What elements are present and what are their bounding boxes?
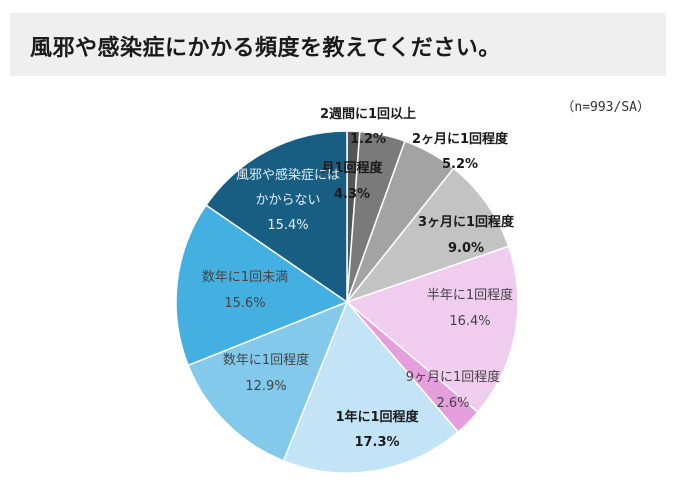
slice-category-label: 1年に1回程度	[335, 409, 419, 425]
slice-category-label: 9ヶ月に1回程度	[406, 369, 501, 385]
slice-category-label: 数年に1回未満	[202, 270, 288, 285]
slice-value-label: 15.4%	[267, 218, 308, 233]
slice-label-8: 数年に1回程度 12.9%	[223, 352, 309, 394]
slice-category-label: 2ヶ月に1回程度	[412, 131, 509, 147]
slice-label-9: 数年に1回未満 15.6%	[202, 270, 288, 311]
slice-category-label: 月1回程度	[320, 160, 383, 176]
pie-slice-9	[175, 204, 349, 367]
slice-label-1: 2週間に1回以上 1.2%	[320, 107, 416, 147]
slice-value-label: 17.3%	[354, 435, 399, 450]
slice-label-5: 半年に1回程度 16.4%	[427, 287, 513, 329]
pie-slice-5	[345, 245, 519, 414]
slice-value-label: 4.3%	[334, 187, 370, 202]
slice-value-label: 2.6%	[436, 396, 469, 411]
slice-category-label: 3ヶ月に1回程度	[418, 214, 515, 230]
slice-value-label: 1.2%	[350, 132, 386, 147]
slice-label-2: 月1回程度 4.3%	[320, 160, 383, 202]
slice-value-label: 12.9%	[245, 379, 286, 394]
slice-value-label: 16.4%	[449, 314, 490, 329]
slice-category-label: 風邪や感染症には	[236, 167, 340, 183]
slice-category-label: 数年に1回程度	[223, 352, 309, 368]
slice-category-label: 2週間に1回以上	[320, 107, 416, 122]
pie-slice-8	[187, 300, 349, 462]
slice-category-label: 半年に1回程度	[427, 287, 513, 303]
slice-value-label: 15.6%	[224, 296, 265, 311]
title-bar: 風邪や感染症にかかる頻度を教えてください。	[10, 13, 666, 76]
pie-slice-10	[205, 130, 348, 304]
chart-title: 風邪や感染症にかかる頻度を教えてください。	[30, 36, 501, 61]
pie-slice-4	[344, 167, 510, 304]
slice-label-7: 1年に1回程度 17.3%	[335, 409, 419, 450]
slice-category-label: かからない	[255, 193, 320, 208]
slice-value-label: 9.0%	[448, 241, 484, 256]
slice-value-label: 5.2%	[442, 157, 478, 172]
slice-label-3: 2ヶ月に1回程度 5.2%	[412, 131, 509, 172]
slice-label-6: 9ヶ月に1回程度 2.6%	[406, 369, 501, 411]
sample-note: （n=993/SA）	[561, 100, 650, 115]
slice-label-4: 3ヶ月に1回程度 9.0%	[418, 214, 515, 256]
pie-slice-7	[282, 300, 460, 474]
